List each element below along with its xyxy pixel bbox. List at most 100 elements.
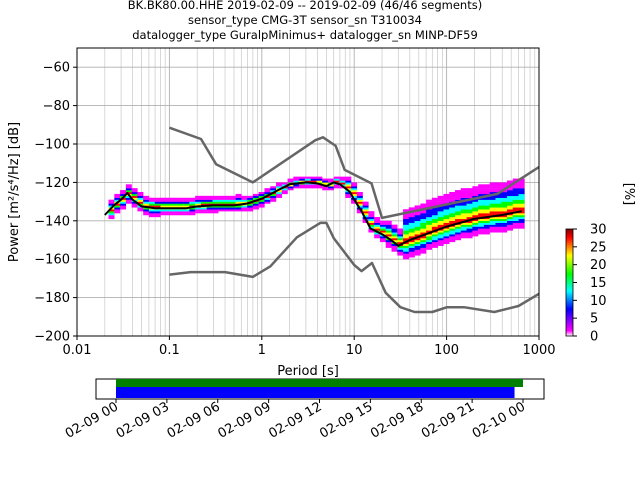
y-tick-label: −80 (43, 99, 70, 114)
histogram-cell (437, 224, 444, 227)
histogram-cell (374, 222, 381, 225)
histogram-cell (229, 205, 236, 208)
histogram-cell (431, 216, 438, 220)
histogram-cell (518, 218, 525, 221)
histogram-cell (391, 230, 398, 233)
histogram-cell (293, 184, 300, 187)
histogram-cell (495, 230, 502, 233)
histogram-cell (460, 230, 467, 233)
histogram-cell (276, 192, 282, 195)
histogram-cell (501, 201, 508, 204)
histogram-cell (483, 207, 490, 210)
histogram-cell (437, 234, 444, 237)
histogram-cell (264, 197, 271, 200)
histogram-cell (501, 209, 508, 212)
histogram-cell (507, 203, 513, 206)
histogram-cell (449, 236, 456, 239)
histogram-cell (252, 207, 259, 210)
histogram-cell (507, 218, 513, 221)
histogram-cell (195, 203, 202, 206)
histogram-cell (224, 205, 231, 208)
histogram-cell (408, 230, 415, 233)
histogram-cell (120, 192, 127, 195)
histogram-cell (449, 207, 456, 210)
histogram-cell (362, 215, 369, 218)
y-tick-label: −160 (34, 253, 70, 268)
histogram-cell (131, 192, 138, 195)
y-tick-label: −180 (34, 291, 70, 306)
histogram-cell (449, 197, 456, 200)
histogram-cell (397, 251, 404, 254)
histogram-cell (108, 213, 115, 216)
histogram-cell (351, 182, 358, 185)
histogram-cell (247, 199, 254, 202)
histogram-cell (483, 232, 490, 235)
histogram-cell (420, 224, 427, 227)
histogram-cell (478, 197, 485, 200)
histogram-cell (403, 220, 410, 223)
histogram-cell (512, 193, 519, 197)
histogram-cell (437, 207, 444, 210)
histogram-cell (449, 211, 456, 214)
histogram-cell (212, 197, 219, 200)
histogram-cell (518, 213, 525, 216)
histogram-cell (478, 218, 485, 221)
histogram-cell (293, 178, 300, 181)
histogram-cell (420, 238, 427, 241)
histogram-cell (148, 205, 155, 208)
histogram-cell (501, 184, 508, 187)
histogram-cell (258, 193, 265, 197)
histogram-cell (189, 209, 196, 212)
histogram-cell (391, 234, 398, 237)
histogram-cell (443, 228, 450, 231)
histogram-cell (431, 224, 438, 227)
histogram-cell (443, 215, 450, 218)
histogram-cell (374, 216, 381, 220)
colorbar-tick-label: 0 (590, 330, 598, 345)
histogram-cell (322, 188, 329, 191)
histogram-cell (408, 232, 415, 235)
histogram-cell (368, 222, 375, 225)
histogram-cell (501, 215, 508, 218)
histogram-cell (368, 230, 375, 233)
colorbar (565, 228, 574, 337)
histogram-cell (379, 230, 386, 233)
histogram-cell (426, 205, 433, 208)
histogram-cell (443, 241, 450, 245)
histogram-cell (408, 240, 415, 243)
histogram-cell (368, 216, 375, 220)
histogram-cell (356, 195, 363, 198)
histogram-cell (512, 195, 519, 198)
histogram-cell (483, 197, 490, 200)
histogram-cell (443, 230, 450, 233)
histogram-cell (443, 193, 450, 197)
histogram-cell (495, 201, 502, 204)
mode-line (104, 181, 522, 247)
histogram-cell (478, 190, 485, 193)
histogram-cell (501, 211, 508, 214)
histogram-cell (166, 211, 173, 214)
histogram-cell (189, 207, 196, 210)
histogram-cell (472, 195, 479, 198)
histogram-cell (172, 203, 179, 206)
histogram-cell (408, 245, 415, 248)
histogram-cell (241, 199, 248, 202)
histogram-cell (489, 188, 496, 191)
histogram-cell (437, 211, 444, 214)
x-tick-label: 10 (346, 343, 363, 358)
histogram-cell (489, 216, 496, 220)
histogram-cell (460, 222, 467, 225)
histogram-cell (235, 209, 242, 212)
histogram-cell (177, 209, 184, 212)
histogram-cell (299, 176, 306, 179)
histogram-cell (489, 184, 496, 187)
histogram-cell (137, 195, 144, 198)
histogram-cell (316, 176, 323, 179)
histogram-cell (455, 203, 462, 206)
histogram-cell (108, 211, 115, 214)
histogram-cell (518, 180, 525, 183)
histogram-cell (507, 197, 513, 200)
histogram-cell (518, 197, 525, 200)
histogram-cell (195, 211, 202, 214)
histogram-cell (466, 201, 473, 204)
